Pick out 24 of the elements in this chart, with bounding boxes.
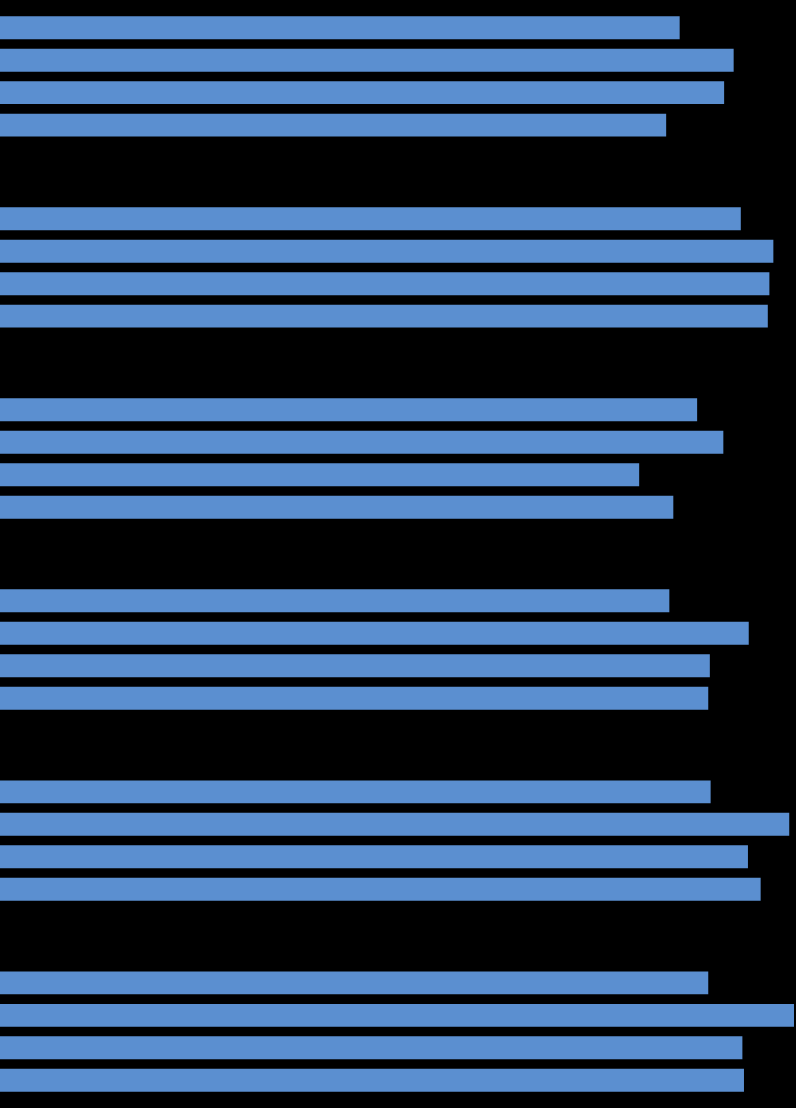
bar <box>0 304 768 328</box>
bar <box>0 686 709 710</box>
bar <box>0 398 698 422</box>
bar <box>0 589 670 613</box>
bar <box>0 207 741 231</box>
bar <box>0 463 640 487</box>
bar <box>0 780 711 804</box>
bar <box>0 239 774 263</box>
bar <box>0 1036 743 1060</box>
bar <box>0 971 709 995</box>
bar <box>0 621 749 645</box>
bar <box>0 81 725 105</box>
bar <box>0 495 674 519</box>
bar <box>0 654 710 678</box>
bar <box>0 1003 794 1027</box>
bar <box>0 113 667 137</box>
bar <box>0 272 770 296</box>
bar <box>0 1068 744 1092</box>
bar <box>0 430 724 454</box>
bar <box>0 48 734 72</box>
bar <box>0 877 761 901</box>
bar <box>0 812 790 836</box>
bar <box>0 16 680 40</box>
bar <box>0 845 748 869</box>
